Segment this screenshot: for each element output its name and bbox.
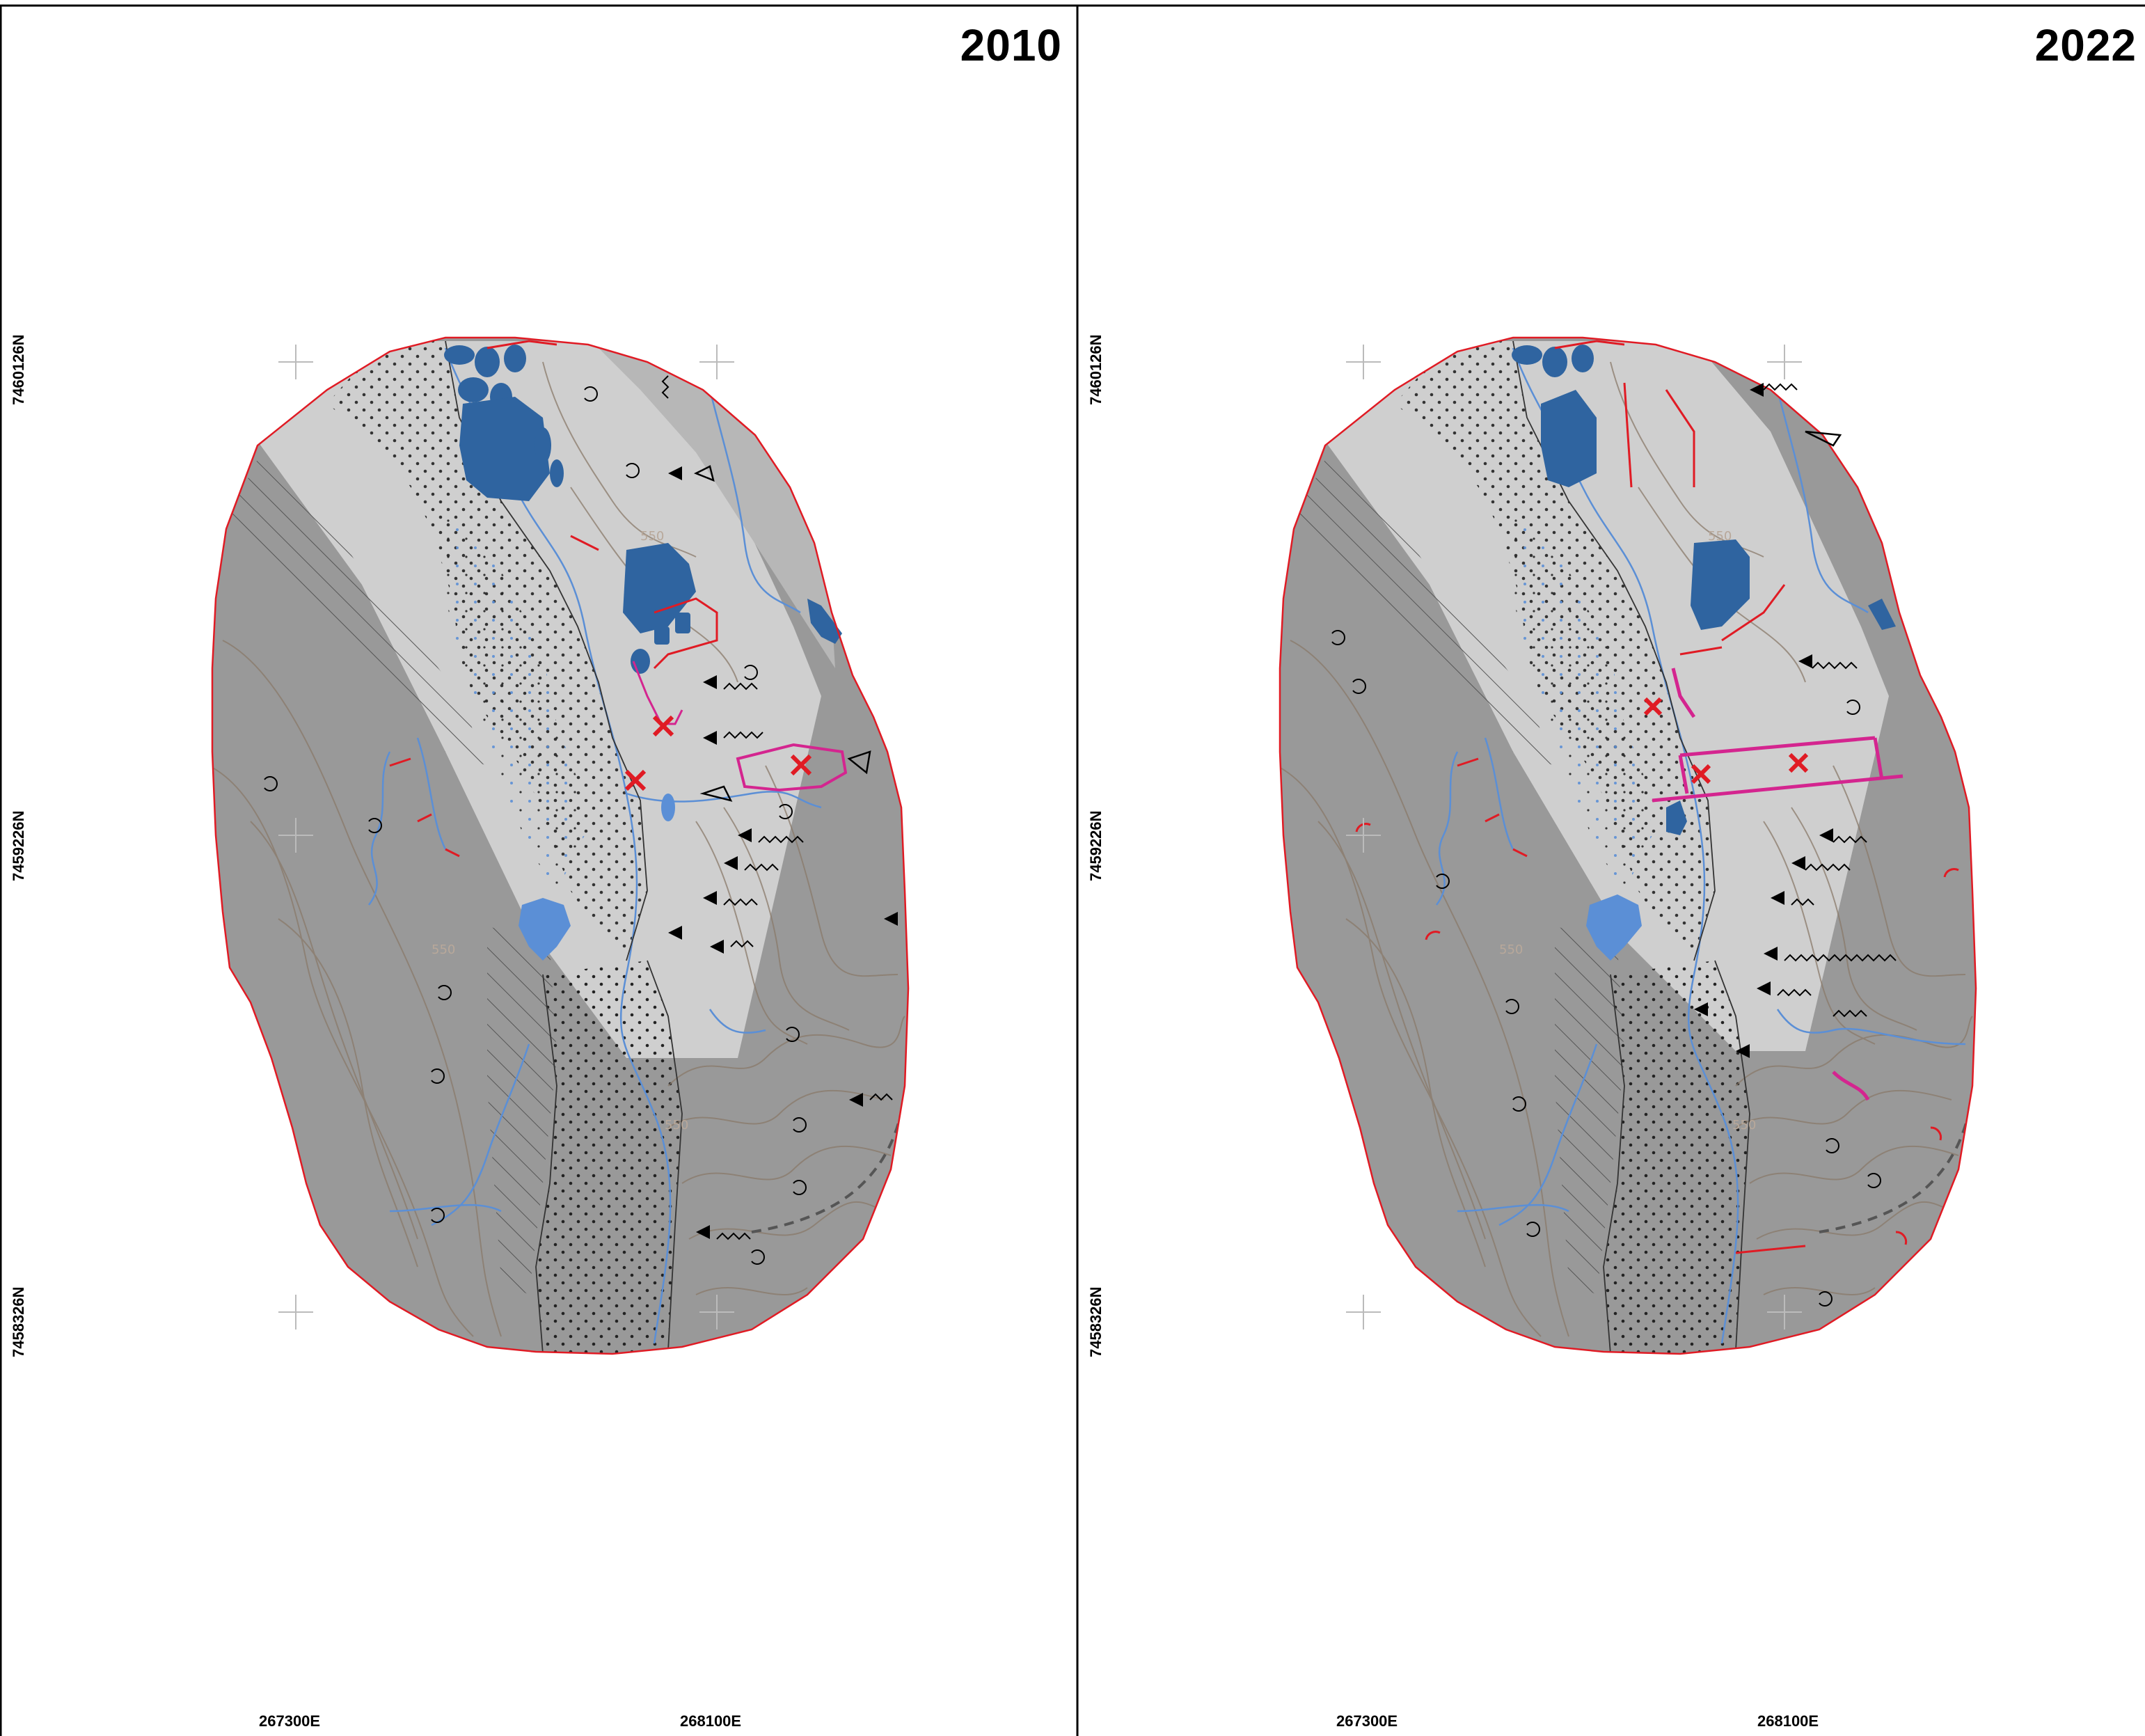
triangle-symbols [693,465,871,802]
easting-label: 267300E [259,1712,321,1730]
triangle-symbols [1805,430,1842,447]
stream-network [1435,347,1966,1344]
study-area-boundary [1279,336,1977,1355]
northing-label: 7460126N [10,334,27,405]
easting-label: 268100E [1757,1712,1819,1730]
scarp-ticks [1355,340,1959,1254]
alluvial-fan-deposit [1604,961,1750,1354]
map-panel-2022: 2022 [1077,0,2145,1736]
ponds [1512,345,1896,835]
geomorphology-map: 550 550 550 [211,336,910,1355]
contour-label: 550 [665,1118,688,1133]
grid-crosses [1346,345,1802,1329]
study-area-boundary [211,336,910,1355]
year-title: 2010 [960,20,1062,70]
alluvial-fan-deposit [536,961,682,1354]
contour-label: 550 [432,942,455,957]
colluvial-slope [487,926,557,1295]
scarp-ticks [389,340,718,858]
small-lakes [1586,894,1642,961]
contour-lines [212,361,905,1337]
arc-symbols [1331,630,1881,1307]
grid-crosses [278,345,734,1329]
mining-icon [624,769,647,791]
mining-icon [790,754,812,776]
contour-lines [1280,361,1973,1337]
northing-label: 7460126N [1087,334,1105,405]
mining-icon [1788,752,1809,773]
colluvial-slope [1555,926,1624,1295]
contour-label: 550 [1732,1118,1756,1133]
northing-label: 7458326N [10,1286,27,1357]
northing-label: 7459226N [10,810,27,881]
mining-icon [652,715,674,737]
easting-label: 267300E [1336,1712,1398,1730]
mining-icon [1691,764,1711,784]
northing-label: 7458326N [1087,1286,1105,1357]
wavy-symbols [661,375,893,1240]
ponds [444,345,842,674]
year-title: 2022 [2034,20,2137,70]
landslide-outline [1652,668,1903,1101]
gully-symbols [668,466,898,1239]
mining-icon [1643,697,1663,716]
gully-symbols [1694,383,1833,1058]
colluvial-slope [1290,445,1555,766]
colluvial-slope [223,445,487,766]
wetland-deposit [1513,515,1652,891]
landslide-outline [736,743,848,792]
small-lakes [519,794,675,961]
wetland-deposit [445,515,585,891]
northing-label: 7459226N [1087,810,1105,881]
mid-terrain-zone [599,348,835,668]
geomorphology-map: 550 550 550 [1279,336,1977,1355]
arc-symbols [264,386,807,1265]
contour-label: 550 [1499,942,1523,957]
wavy-symbols [1763,383,1897,1018]
easting-label: 268100E [680,1712,742,1730]
contour-label: 550 [640,529,664,544]
contour-label: 550 [1708,529,1732,544]
map-panel-2010: 2010 [10,20,1062,1730]
